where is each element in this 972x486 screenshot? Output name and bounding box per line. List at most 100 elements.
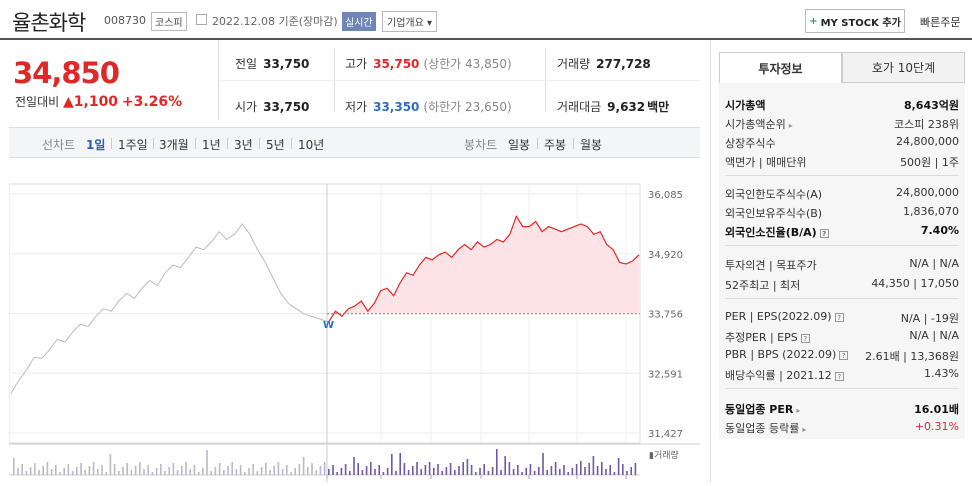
volume-bar (302, 457, 305, 475)
open-value: 33,750 (263, 100, 310, 114)
arrow-right-icon[interactable]: ▸ (788, 121, 793, 130)
price-chart[interactable]: 36,08534,92033,75632,59131,427▮거래량12/081… (8, 158, 700, 486)
cap-rank-label: 시가총액순위 (725, 118, 786, 131)
volume-bar (319, 466, 322, 475)
tab-10year[interactable]: 10년 (298, 138, 325, 152)
tab-hoga-10[interactable]: 호가 10단계 (842, 52, 965, 83)
volume-bar (17, 468, 19, 475)
mystock-add-button[interactable]: + MY STOCK 추가 (805, 9, 905, 33)
volume-bar (382, 472, 385, 475)
est-per-label: 추정PER | EPS (725, 331, 798, 344)
week52-value: 44,350 | 17,050 (871, 277, 959, 290)
cap-rank-value: 코스피 238위 (894, 118, 959, 131)
week52-row: 52주최고 | 최저 44,350 | 17,050 (725, 277, 959, 293)
volume-bar (462, 462, 464, 475)
volume-bar (134, 466, 137, 475)
volume-bar (80, 463, 82, 475)
help-icon[interactable]: ? (800, 333, 810, 343)
quote-date: 2022.12.08 기준(장마감) (212, 15, 338, 28)
realtime-button[interactable]: 실시간 (342, 12, 376, 31)
arrow-right-icon[interactable]: ▸ (802, 425, 807, 434)
volume-bar (122, 467, 124, 475)
cap-rank-row: 시가총액순위 ▸ 코스피 238위 (725, 116, 959, 132)
volume-bar (286, 465, 288, 475)
volume-bar (407, 470, 410, 475)
market-cap-label: 시가총액 (725, 99, 766, 112)
company-info-dropdown[interactable]: 기업개요 ▾ (382, 11, 437, 32)
price-chart-svg[interactable]: 36,08534,92033,75632,59131,427▮거래량12/081… (8, 158, 700, 486)
stock-name: 율촌화학 (12, 11, 86, 35)
price-line (328, 214, 640, 322)
prev-label: 전일 (235, 57, 258, 71)
volume-bar (609, 465, 611, 475)
foreign-ratio-row: 외국인소진율(B/A)? 7.40% (725, 224, 959, 240)
prev-day-line (10, 223, 328, 394)
volume-bar (428, 462, 431, 475)
tab-5year[interactable]: 5년 (266, 138, 285, 152)
help-icon[interactable]: ? (839, 350, 849, 360)
invest-tabs: 투자정보 호가 10단계 (719, 52, 965, 83)
tab-invest-info[interactable]: 투자정보 (719, 52, 842, 83)
help-icon[interactable]: ? (819, 228, 829, 238)
volume-bar (21, 464, 23, 475)
volume-bar (223, 470, 225, 475)
help-icon[interactable]: ? (834, 371, 844, 381)
tab-1week[interactable]: 1주일 (118, 138, 148, 152)
price-box: 34,850 전일대비 ▲1,100 +3.26% (9, 40, 219, 120)
volume-bar (311, 463, 313, 475)
par-row: 액면가 | 매매단위 500원 | 1주 (725, 154, 959, 170)
volume-bar (197, 472, 200, 475)
volume-bar (189, 469, 191, 475)
volume-bar (71, 471, 74, 475)
help-icon[interactable]: ? (834, 312, 844, 322)
quick-order-link[interactable]: 빠른주문 (920, 16, 961, 29)
volume-bar (97, 469, 99, 475)
arrow-right-icon[interactable]: ▸ (796, 406, 801, 415)
volume-bar (340, 468, 343, 475)
foreign-hold-label: 외국인보유주식수(B) (725, 207, 823, 220)
volume-bar (84, 470, 86, 475)
tab-daily[interactable]: 일봉 (508, 138, 531, 152)
volume-bar (29, 467, 32, 475)
volume-bar (328, 469, 330, 475)
volume-bar (176, 470, 179, 475)
tab-monthly[interactable]: 월봉 (580, 138, 603, 152)
stock-header: 율촌화학 008730 코스피 2022.12.08 기준(장마감) 실시간 기… (0, 0, 972, 40)
per-value: N/A | -19원 (900, 312, 959, 325)
volume-bar (496, 449, 498, 475)
volume-bar (160, 464, 162, 475)
volume-bar (298, 464, 301, 475)
volume-bar (181, 466, 183, 475)
dividend-row: 배당수익률 | 2021.12? 1.43% (725, 367, 959, 383)
foreign-hold-value: 1,836,070 (903, 205, 959, 218)
volume-bar (546, 470, 548, 475)
volume-bar (143, 469, 145, 475)
volume-bar (332, 465, 334, 475)
volume-value: 277,728 (596, 57, 651, 71)
tab-1day[interactable]: 1일 (86, 138, 106, 152)
high-label: 고가 (345, 57, 368, 71)
quote-grid: 전일 33,750 고가 35,750 (상한가 43,850) 거래량 277,728… (219, 40, 700, 120)
change-amount: ▲1,100 (63, 94, 119, 110)
volume-bar (185, 462, 187, 475)
volume-bar (550, 466, 553, 475)
prev-close: 전일 33,750 (235, 55, 309, 72)
tab-1year[interactable]: 1년 (202, 138, 221, 152)
volume-bar (202, 468, 204, 475)
volume-bar (571, 468, 574, 475)
volume-bar (260, 467, 263, 475)
tab-weekly[interactable]: 주봉 (544, 138, 567, 152)
volume-bar (168, 467, 170, 475)
volume-bar (256, 471, 259, 475)
volume-bar (416, 462, 418, 475)
volume-bar (344, 464, 347, 475)
volume-bar (252, 464, 254, 475)
volume-bar (525, 468, 527, 475)
volume-bar (315, 470, 317, 475)
volume-bar (109, 454, 112, 475)
tab-3year[interactable]: 3년 (234, 138, 253, 152)
volume-bar (214, 467, 217, 475)
opinion-label: 투자의견 | 목표주가 (725, 259, 817, 272)
volume-bar (596, 466, 599, 475)
tab-3month[interactable]: 3개월 (159, 138, 189, 152)
